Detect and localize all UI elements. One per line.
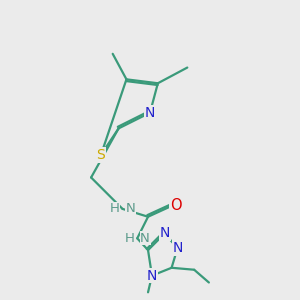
Text: H: H [124, 232, 134, 245]
Text: N: N [125, 202, 135, 215]
Text: N: N [172, 241, 183, 255]
Text: N: N [160, 226, 170, 240]
Text: N: N [140, 232, 150, 245]
Text: H: H [110, 202, 120, 215]
Text: S: S [97, 148, 105, 162]
Text: N: N [145, 106, 155, 120]
Text: O: O [170, 198, 182, 213]
Text: N: N [147, 268, 157, 283]
